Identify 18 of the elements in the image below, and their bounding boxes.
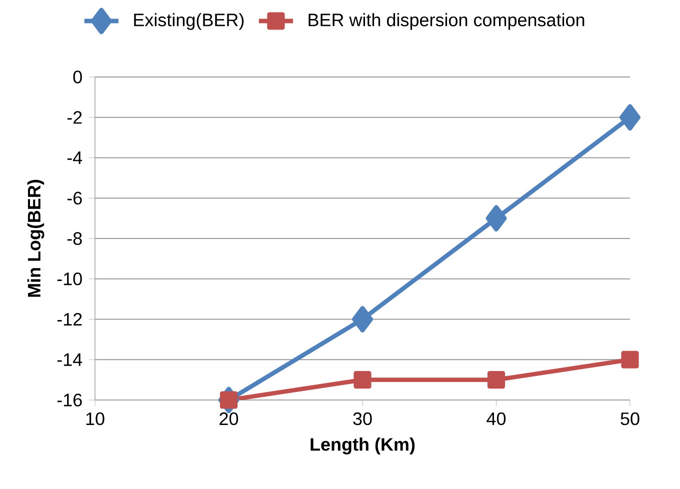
legend-label: Existing(BER) [134,13,244,30]
x-tick-label: 30 [353,412,372,426]
x-tick-label: 10 [86,412,104,426]
y-tick-label: -8 [67,232,82,245]
x-tick-label: 20 [220,412,238,426]
y-tick-label: -6 [67,192,82,205]
y-tick-label: -14 [57,353,82,366]
y-axis-title: Min Log(BER) [27,180,44,297]
y-tick-label: -10 [57,272,82,286]
y-tick-label: 0 [73,70,82,84]
legend-label: BER with dispersion compensation [308,13,584,30]
y-tick-label: -12 [57,312,82,326]
y-tick-label: -4 [67,152,82,164]
y-tick-label: -16 [57,394,82,406]
x-tick-label: 50 [620,412,640,426]
x-tick-label: 40 [486,412,506,426]
y-tick-label: -2 [67,111,82,124]
x-axis-title: Length (Km) [310,438,415,454]
